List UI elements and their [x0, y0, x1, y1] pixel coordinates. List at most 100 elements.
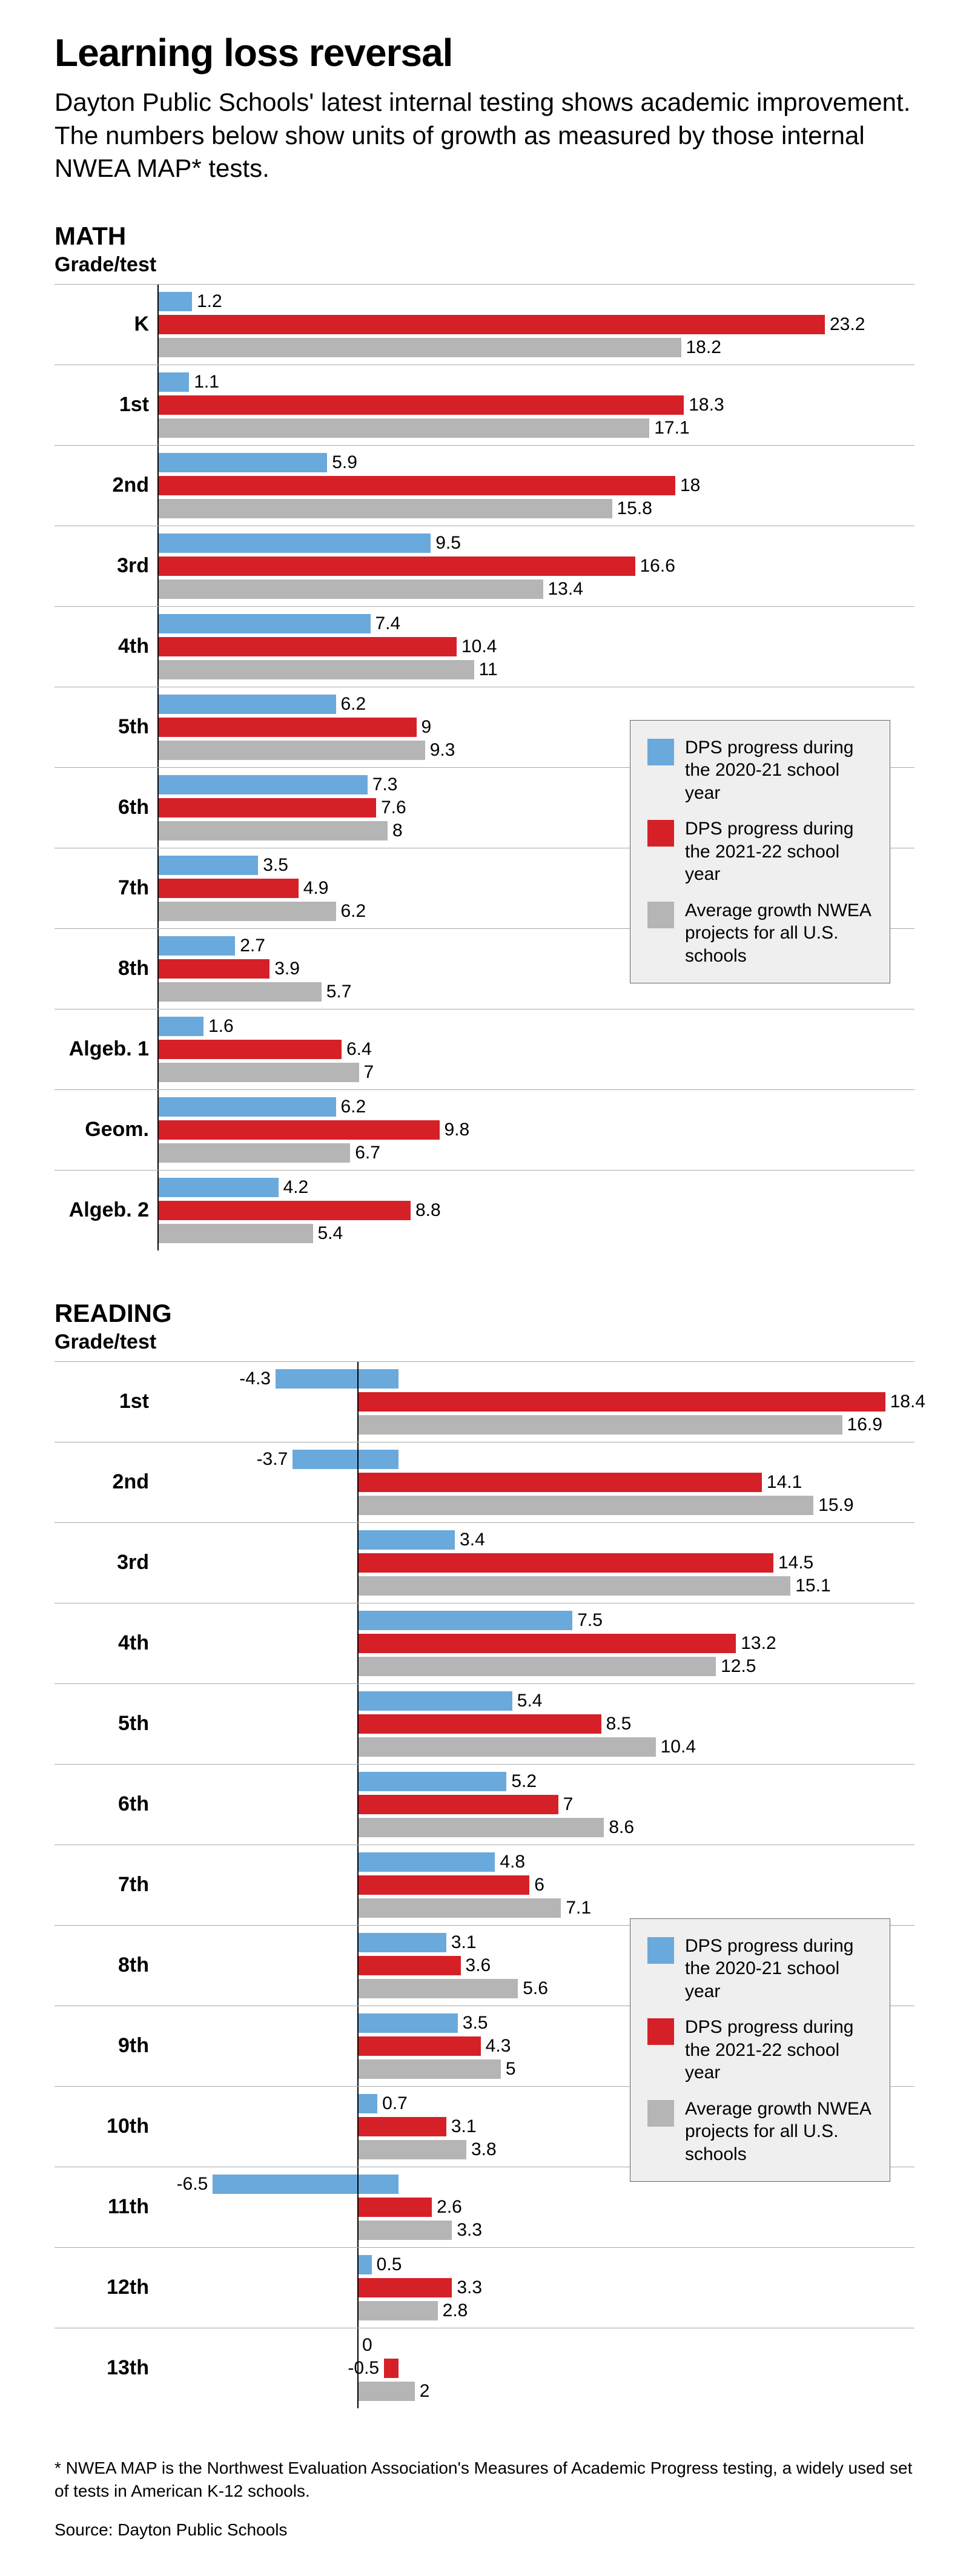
- row-label: 5th: [55, 687, 157, 767]
- legend: DPS progress during the 2020-21 school y…: [630, 720, 890, 984]
- zero-axis: [357, 2248, 359, 2328]
- bar: 18: [157, 475, 914, 497]
- legend-text: DPS progress during the 2020-21 school y…: [685, 736, 873, 805]
- chart-row: 4th 7.410.411: [55, 606, 914, 687]
- bar: 3.3: [157, 2277, 914, 2299]
- row-label: 2nd: [55, 1442, 157, 1522]
- bar-value: 1.2: [192, 291, 227, 312]
- bar: 9.8: [157, 1119, 914, 1141]
- row-label: 7th: [55, 1845, 157, 1925]
- row-label: 3rd: [55, 1523, 157, 1603]
- bar-value: 4.8: [495, 1852, 530, 1872]
- zero-axis: [157, 446, 159, 526]
- chart-row: 1st1.118.317.1: [55, 365, 914, 445]
- charts-container: MATHGrade/testK1.223.218.21st1.118.317.1…: [55, 222, 914, 2408]
- section-title: MATH: [55, 222, 914, 251]
- bar-value: 6.2: [336, 1097, 371, 1117]
- row-label: 1st: [55, 1362, 157, 1442]
- bar-value: 6.2: [336, 694, 371, 715]
- bar: 13.4: [157, 578, 914, 600]
- bar-value: 6.7: [350, 1143, 385, 1163]
- legend-text: DPS progress during the 2021-22 school y…: [685, 2016, 873, 2084]
- zero-axis: [357, 2006, 359, 2086]
- bar: 10.4: [157, 636, 914, 658]
- bar-value: 8.8: [411, 1200, 446, 1221]
- bar: 7: [157, 1794, 914, 1815]
- bar-value: 4.9: [299, 878, 334, 899]
- bar-value: 2.6: [432, 2197, 467, 2218]
- bar: 15.8: [157, 498, 914, 520]
- zero-axis: [357, 2087, 359, 2167]
- bar: 2: [157, 2380, 914, 2402]
- bar: 18.4: [157, 1391, 930, 1413]
- bar-value: 15.8: [612, 498, 657, 519]
- bar-value: 0.5: [372, 2254, 407, 2275]
- row-label: 5th: [55, 1684, 157, 1764]
- row-label: 10th: [55, 2087, 157, 2167]
- legend: DPS progress during the 2020-21 school y…: [630, 1918, 890, 2182]
- zero-axis: [157, 848, 159, 928]
- bar: 5.4: [157, 1690, 914, 1712]
- bar: 0.5: [157, 2254, 914, 2276]
- bar-value: 18: [675, 475, 705, 496]
- bar: 12.5: [157, 1656, 914, 1677]
- bar-value: 3.3: [452, 2220, 487, 2241]
- row-label: 4th: [55, 607, 157, 687]
- chart-row: 6th5.278.6: [55, 1764, 914, 1844]
- bar: 8.8: [157, 1200, 914, 1221]
- bar-value: 18.3: [684, 395, 729, 415]
- footnote: * NWEA MAP is the Northwest Evaluation A…: [55, 2457, 914, 2503]
- bar-value: 11: [474, 659, 503, 680]
- chart-section: MATHGrade/testK1.223.218.21st1.118.317.1…: [55, 222, 914, 1250]
- bar-value: 18.4: [885, 1392, 930, 1412]
- chart-row: 2nd-3.714.115.9: [55, 1442, 914, 1522]
- chart-row: Algeb. 2 4.2 8.85.4: [55, 1170, 914, 1250]
- bar: 7.1: [157, 1897, 914, 1919]
- bar: 5.9: [157, 452, 914, 474]
- chart-row: 1st-4.318.416.9: [55, 1361, 914, 1442]
- bar-value: 3.9: [270, 959, 305, 979]
- bar-value: -3.7: [252, 1449, 293, 1470]
- bar: 18.3: [157, 394, 914, 416]
- bar-value: 4.2: [279, 1177, 314, 1198]
- legend-text: Average growth NWEA projects for all U.S…: [685, 899, 873, 968]
- bar: 5.4: [157, 1223, 914, 1244]
- chart-row: 7th4.867.1: [55, 1844, 914, 1925]
- bar-value: 9.5: [431, 533, 466, 553]
- bar-value: 3.5: [458, 2013, 493, 2033]
- axis-label: Grade/test: [55, 253, 914, 277]
- bar-value: 7.6: [376, 798, 411, 818]
- bar: 17.1: [157, 417, 914, 439]
- bar-value: 23.2: [825, 314, 870, 335]
- row-label: 2nd: [55, 446, 157, 526]
- bar: -4.3: [157, 1368, 930, 1390]
- zero-axis: [157, 687, 159, 767]
- bar-value: 5.6: [518, 1978, 553, 1999]
- zero-axis: [357, 1845, 359, 1925]
- zero-axis: [357, 1765, 359, 1844]
- zero-axis: [157, 1090, 159, 1170]
- bar: 9.5: [157, 532, 914, 554]
- bar-value: 3.1: [446, 1932, 481, 1953]
- bar: 8.5: [157, 1713, 914, 1735]
- chart-row: 4th7.513.212.5: [55, 1603, 914, 1683]
- bar-value: 5.9: [327, 452, 362, 473]
- bar: 6.2: [157, 693, 914, 715]
- bar: 18.2: [157, 337, 914, 358]
- bar: 15.1: [157, 1575, 914, 1597]
- bar-value: 8.5: [601, 1714, 637, 1734]
- subhead: Dayton Public Schools' latest internal t…: [55, 86, 914, 185]
- bar-value: 7.4: [371, 613, 406, 634]
- bar-value: 5.2: [506, 1771, 541, 1792]
- row-label: Algeb. 2: [55, 1171, 157, 1250]
- bar-value: 5.7: [322, 982, 357, 1002]
- bar-value: 9: [417, 717, 437, 738]
- bar-value: 0.7: [377, 2093, 412, 2114]
- zero-axis: [157, 1171, 159, 1250]
- zero-axis: [157, 607, 159, 687]
- bar-value: 3.6: [461, 1955, 496, 1976]
- bar-value: 8: [388, 821, 408, 841]
- legend-swatch: [647, 1937, 674, 1964]
- bar-value: 2.7: [235, 936, 270, 956]
- zero-axis: [157, 768, 159, 848]
